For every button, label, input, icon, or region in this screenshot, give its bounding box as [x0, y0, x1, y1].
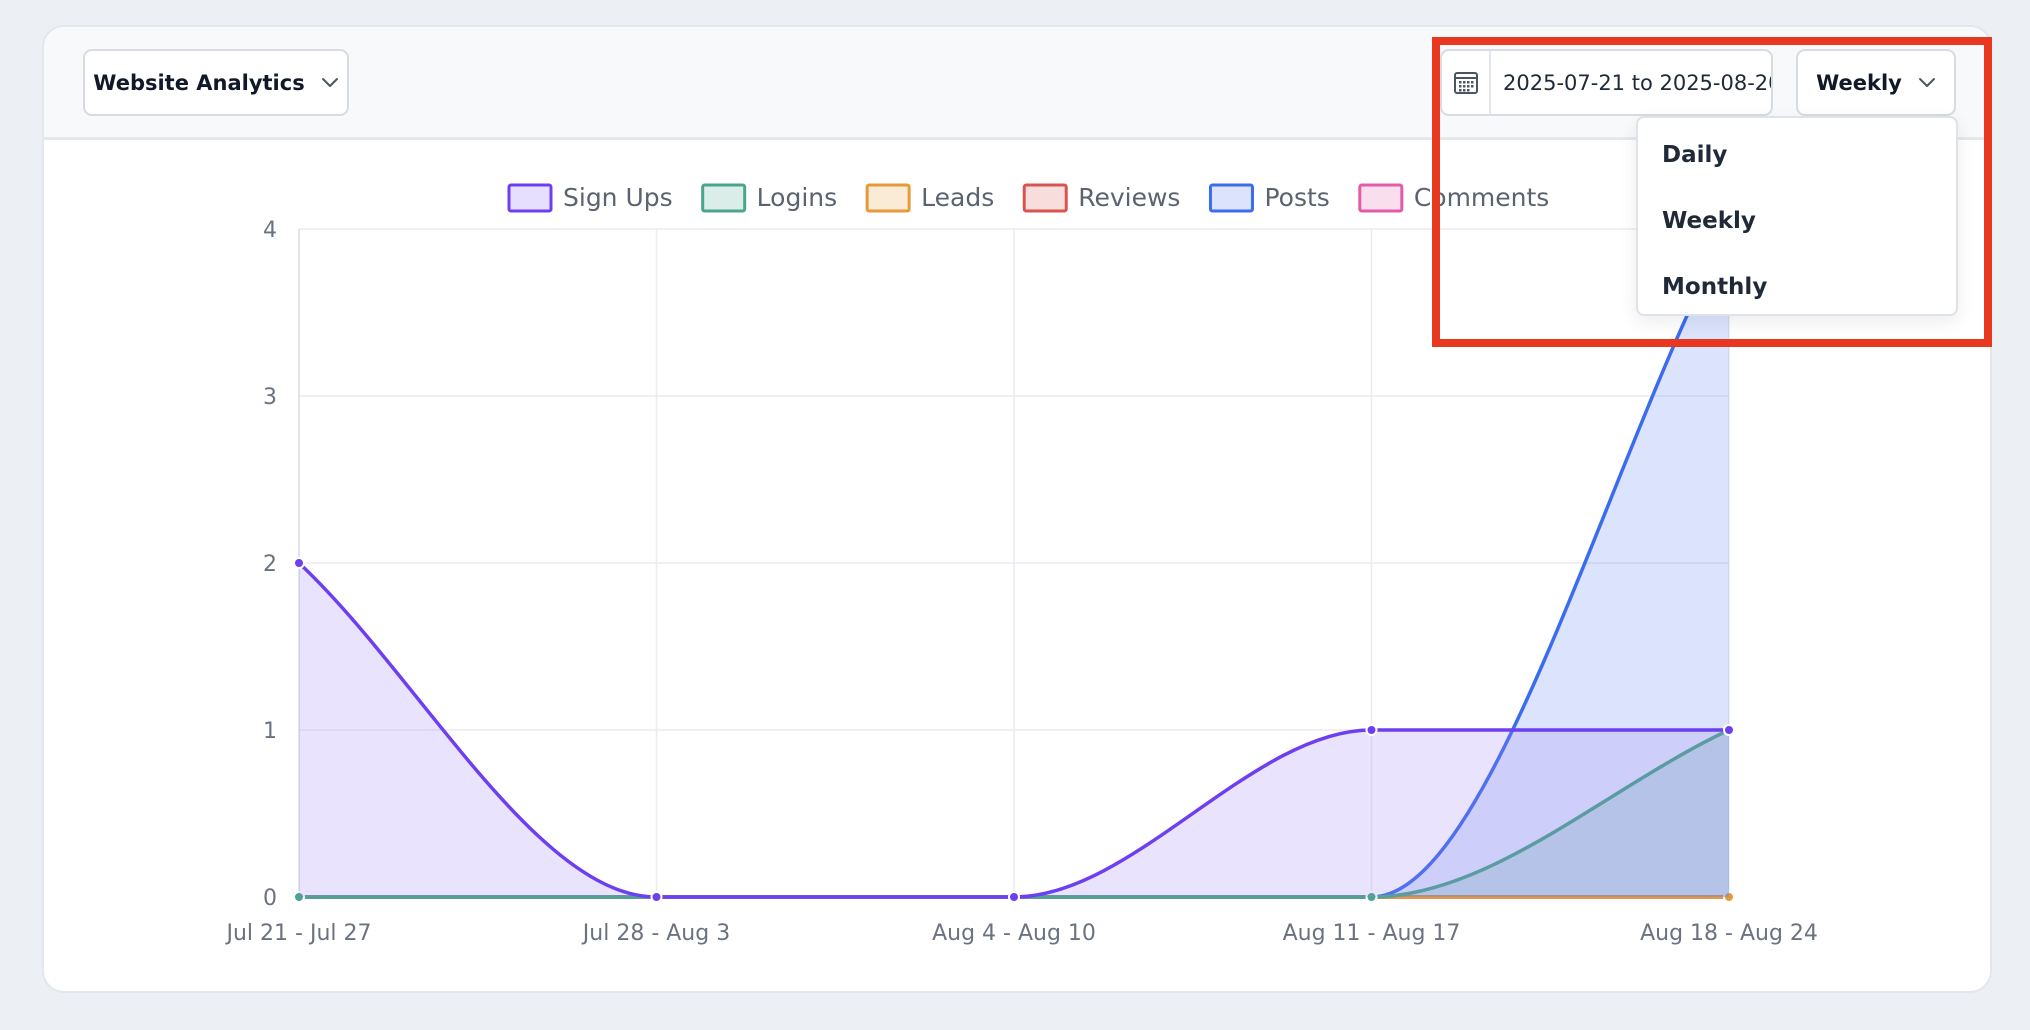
y-tick-label: 4 [263, 218, 277, 243]
sign-ups-point [294, 558, 304, 568]
legend-label-leads: Leads [921, 183, 994, 212]
analytics-card: 0 1 2 3 4 Jul 21 - Jul 27 Jul 28 - Aug 3 Aug 4 … [42, 25, 1992, 993]
x-tick-label: Aug 18 - Aug 24 [1640, 921, 1818, 946]
x-tick-label: Aug 11 - Aug 17 [1283, 921, 1461, 946]
sign-ups-point [652, 892, 662, 902]
y-tick-label: 2 [263, 552, 277, 577]
y-tick-label: 3 [263, 385, 277, 410]
sign-ups-point [1009, 892, 1019, 902]
sign-ups-point [1724, 725, 1734, 735]
period-option-daily[interactable]: Daily [1638, 122, 1956, 188]
sign-ups-point [1367, 725, 1377, 735]
legend-label-reviews: Reviews [1078, 183, 1180, 212]
y-tick-label: 0 [263, 886, 277, 911]
legend-label-posts: Posts [1264, 183, 1329, 212]
x-tick-label: Jul 28 - Aug 3 [581, 921, 730, 946]
period-option-monthly[interactable]: Monthly [1638, 254, 1956, 320]
x-tick-label: Jul 21 - Jul 27 [225, 921, 372, 946]
x-tick-label: Aug 4 - Aug 10 [932, 921, 1096, 946]
legend-label-logins: Logins [757, 183, 837, 212]
legend-label-comments: Comments [1414, 183, 1550, 212]
legend-swatch-posts [1210, 185, 1252, 211]
legend-swatch-logins [703, 185, 745, 211]
legend-swatch-comments [1360, 185, 1402, 211]
y-tick-label: 1 [263, 719, 277, 744]
legend-label-sign-ups: Sign Ups [563, 183, 673, 212]
period-option-weekly[interactable]: Weekly [1638, 188, 1956, 254]
legend-swatch-reviews [1024, 185, 1066, 211]
legend-swatch-sign-ups [509, 185, 551, 211]
period-dropdown-menu: Daily Weekly Monthly [1636, 116, 1958, 316]
legend-swatch-leads [867, 185, 909, 211]
